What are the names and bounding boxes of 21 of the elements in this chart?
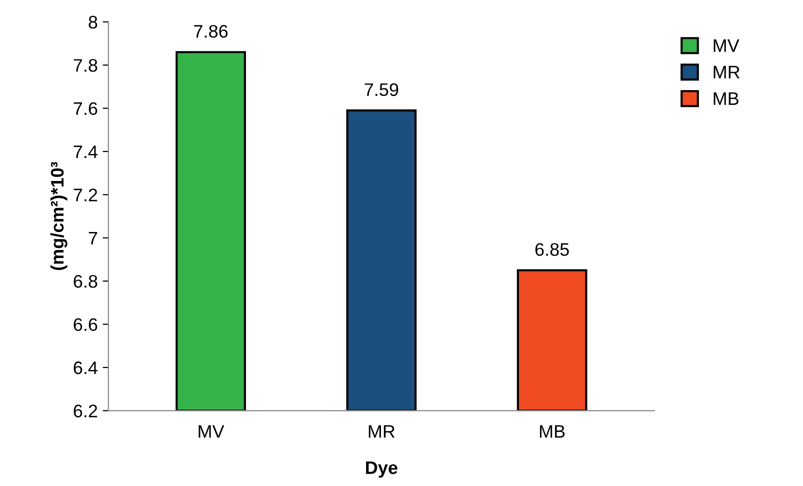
data-label: 7.86 — [194, 24, 228, 38]
y-axis-title: (mg/cm²)*10³ — [50, 162, 68, 270]
y-tick-label: 7 — [88, 232, 98, 244]
legend-label: MV — [714, 39, 740, 52]
y-tick-label: 7.8 — [74, 59, 98, 72]
y-tick-label: 7.6 — [74, 102, 98, 115]
y-tick-label: 6.4 — [74, 361, 98, 374]
y-tick-label: 6.6 — [74, 318, 98, 331]
y-tick-label: 6.2 — [74, 404, 98, 418]
legend-label: MR — [714, 66, 740, 78]
legend-label: MB — [714, 92, 738, 105]
y-tick-label: 8 — [88, 16, 98, 29]
data-label: 6.85 — [535, 243, 569, 256]
y-tick-label: 6.8 — [74, 275, 98, 288]
y-tick-label: 7.4 — [74, 146, 98, 158]
data-label: 7.59 — [364, 83, 398, 96]
x-axis-title: Dye — [366, 461, 398, 478]
y-tick-label: 7.2 — [74, 188, 98, 202]
x-tick-label: MR — [368, 425, 395, 438]
x-tick-label: MV — [198, 425, 224, 438]
x-tick-label: MB — [540, 425, 565, 438]
